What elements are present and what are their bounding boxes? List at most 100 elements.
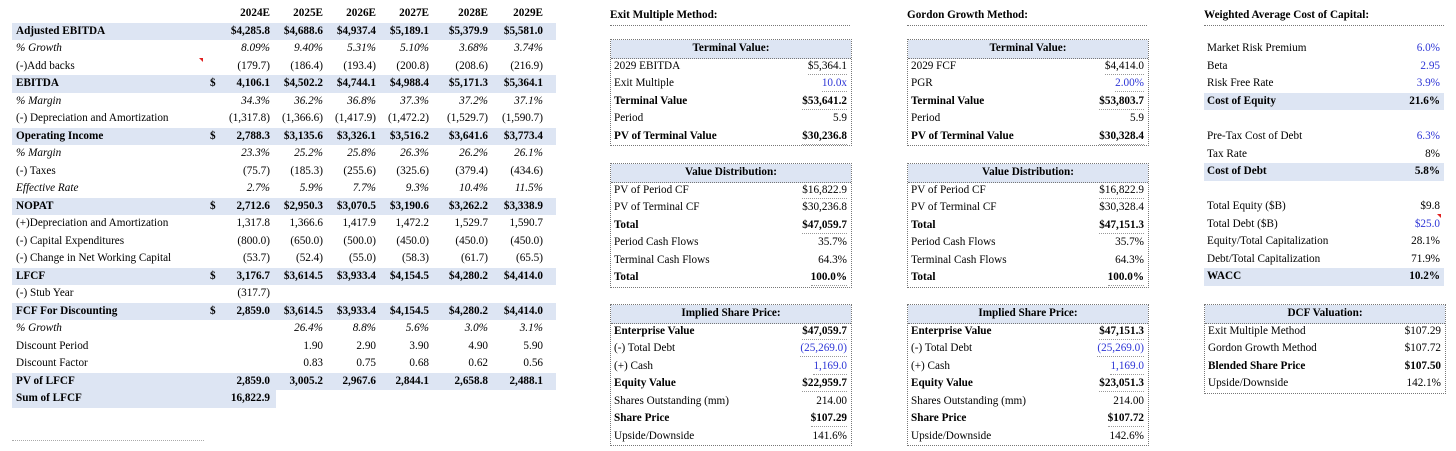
row-label: (-)Add backs: [16, 59, 75, 72]
value-distribution-box: Value Distribution: PV of Period CF $16,82…: [610, 163, 852, 288]
box-row-value: 35.7%: [818, 236, 847, 248]
row-value: 1,366.6: [289, 217, 323, 229]
wacc-value: 21.6%: [1409, 94, 1440, 107]
row-value: 26.3%: [400, 147, 429, 159]
box-row: Share Price $107.72: [908, 410, 1148, 428]
box-row-value[interactable]: 2.00%: [1115, 76, 1144, 92]
box-row: (-) Total Debt (25,269.0): [908, 340, 1148, 358]
box-row: Period 5.9: [908, 110, 1148, 128]
row-value: 8.8%: [352, 322, 376, 334]
value-distribution-box-title: Value Distribution:: [908, 164, 1148, 183]
box-row-label: Exit Multiple: [614, 77, 674, 89]
row-value: $2,950.3: [283, 199, 323, 212]
dollar-sign: $: [210, 77, 216, 89]
row-value: 1,472.2: [395, 217, 429, 229]
box-row-value: $4,414.0: [1104, 59, 1144, 75]
box-row-label: Shares Outstanding (mm): [614, 394, 729, 407]
box-row-label: (+) Cash: [614, 359, 653, 372]
box-row-value: 141.6%: [812, 429, 848, 442]
implied-share-price-box-title: Implied Share Price:: [908, 305, 1148, 324]
box-row-value: 100.0%: [1107, 270, 1144, 286]
row-value: 0.75: [356, 357, 376, 369]
table-row: (+)Depreciation and Amortization 1,317.8 1…: [12, 215, 556, 233]
row-value: 26.1%: [514, 147, 543, 159]
box-row-value[interactable]: 1,169.0: [813, 359, 847, 375]
row-value: (58.3): [401, 252, 429, 264]
box-row-label: (-) Total Debt: [614, 342, 676, 354]
row-label: (+)Depreciation and Amortization: [16, 217, 169, 229]
dcf-valuation-box: DCF Valuation: Exit Multiple Method $107.2…: [1204, 304, 1446, 394]
row-value: $5,379.9: [448, 24, 488, 37]
box-row: PV of Terminal Value $30,236.8: [611, 128, 851, 146]
box-row-value: $47,059.7: [802, 324, 847, 340]
wacc-value: 5.8%: [1414, 165, 1440, 177]
row-value: $5,364.1: [503, 77, 543, 89]
table-row: PV of LFCF 2,859.0 3,005.2 2,967.6 2,844.1 2,…: [12, 372, 556, 390]
box-row: PV of Terminal Value $30,328.4: [908, 128, 1148, 146]
year-header: 2024E: [240, 7, 270, 19]
box-row-label: Total: [911, 271, 936, 283]
row-value: $5,189.1: [389, 24, 429, 37]
box-row: PV of Period CF $16,822.9: [611, 182, 851, 200]
box-row-label: Share Price: [614, 412, 670, 424]
box-row-value: $47,151.3: [1099, 324, 1144, 340]
row-value: 2.90: [356, 339, 376, 352]
wacc-value[interactable]: 2.95: [1420, 59, 1440, 72]
value-distribution-box-title: Value Distribution:: [611, 164, 851, 183]
row-value: $4,285.8: [230, 24, 270, 37]
row-value: (193.4): [343, 59, 376, 72]
box-row-label: Period Cash Flows: [911, 236, 996, 248]
box-row-label: Shares Outstanding (mm): [911, 394, 1026, 407]
row-value: 1,317.8: [236, 217, 270, 229]
box-row-value[interactable]: 10.0x: [821, 76, 847, 92]
row-value: 2,967.6: [342, 374, 376, 387]
row-value: 36.2%: [294, 94, 323, 107]
box-row-value[interactable]: (25,269.0): [1097, 341, 1144, 357]
wacc-value[interactable]: 3.9%: [1416, 77, 1440, 89]
dollar-sign: $: [210, 199, 216, 212]
box-row: PV of Terminal CF $30,236.8: [611, 199, 851, 217]
box-row-label: Enterprise Value: [614, 324, 695, 337]
wacc-label: Tax Rate: [1207, 147, 1247, 160]
row-value: $3,262.2: [448, 199, 488, 212]
row-value: $4,154.5: [389, 304, 429, 317]
table-row: FCF For Discounting $2,859.0 $3,614.5 $3,93…: [12, 302, 556, 320]
box-row: Total 100.0%: [908, 269, 1148, 287]
row-value: 1.90: [303, 339, 323, 352]
wacc-value[interactable]: $25.0: [1414, 217, 1440, 230]
row-value: 7.7%: [352, 182, 376, 194]
row-value: 26.2%: [459, 147, 488, 159]
box-row-label: Total: [911, 218, 936, 231]
table-row: % Growth 8.09% 9.40% 5.31% 5.10% 3.68% 3.74%: [12, 40, 556, 58]
box-row-value[interactable]: (25,269.0): [800, 341, 847, 357]
box-row-label: Exit Multiple Method: [1208, 324, 1306, 337]
box-row: Share Price $107.29: [611, 410, 851, 428]
wacc-value: 28.1%: [1411, 235, 1440, 247]
box-row-label: Equity Value: [911, 377, 973, 389]
row-value: $3,135.6: [283, 129, 323, 142]
box-row-label: Upside/Downside: [1208, 377, 1289, 389]
row-value: 9.40%: [294, 42, 323, 54]
row-value: (208.6): [455, 59, 488, 72]
row-value: (185.3): [290, 164, 323, 177]
box-row-value: $30,328.4: [1099, 201, 1144, 213]
row-value: (450.0): [396, 234, 429, 247]
comment-marker[interactable]: [199, 58, 203, 62]
box-row: (+) Cash 1,169.0: [908, 358, 1148, 376]
table-row: EBITDA $4,106.1 $4,502.2 $4,744.1 $4,988.4 $5…: [12, 75, 556, 93]
wacc-label: Equity/Total Capitalization: [1207, 235, 1329, 247]
row-value: 37.2%: [459, 94, 488, 107]
table-row: (-)Add backs (179.7) (186.4) (193.4) (200.8)…: [12, 58, 556, 76]
row-value: 0.68: [409, 357, 429, 369]
row-value: 2,788.3: [236, 129, 270, 142]
wacc-value[interactable]: 6.3%: [1416, 130, 1440, 142]
box-row-label: 2029 FCF: [911, 59, 957, 72]
row-value: 2,658.8: [454, 374, 488, 387]
row-value: 37.1%: [514, 94, 543, 107]
wacc-value[interactable]: 6.0%: [1416, 42, 1440, 54]
box-row: Upside/Downside 141.6%: [611, 428, 851, 446]
comment-marker[interactable]: [1437, 214, 1441, 218]
row-value: 11.5%: [514, 182, 543, 194]
box-row-value[interactable]: 1,169.0: [1110, 359, 1144, 375]
year-header: 2025E: [293, 7, 323, 19]
